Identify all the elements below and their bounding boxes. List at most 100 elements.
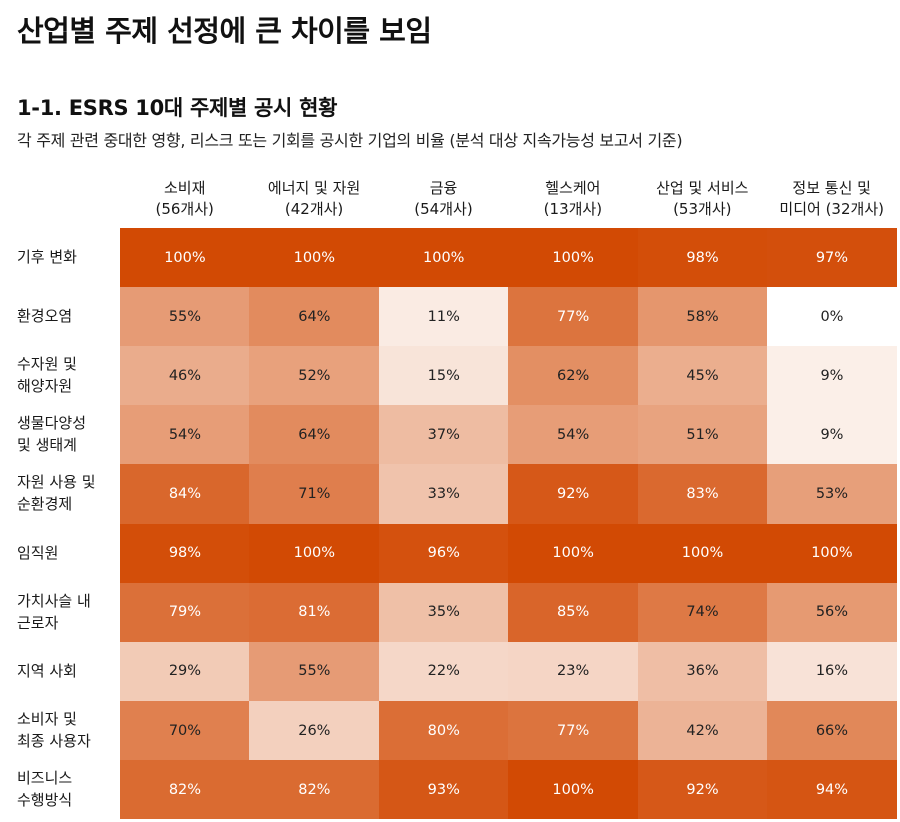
heatmap-cell: 37% bbox=[378, 405, 509, 465]
heatmap-cell: 100% bbox=[508, 759, 639, 820]
cell-value: 100% bbox=[164, 249, 206, 266]
cell-value: 29% bbox=[168, 663, 202, 680]
heatmap-cell: 81% bbox=[249, 582, 380, 643]
cell-value: 84% bbox=[168, 486, 202, 503]
row-label-line: 지역 사회 bbox=[17, 661, 77, 680]
heatmap-cell: 35% bbox=[378, 582, 509, 643]
cell-value: 70% bbox=[168, 722, 202, 739]
heatmap-cell: 100% bbox=[249, 523, 380, 584]
cell-value: 100% bbox=[552, 545, 594, 562]
heatmap-cell: 51% bbox=[637, 405, 768, 465]
cell-value: 74% bbox=[686, 604, 719, 621]
row-label-line: 환경오염 bbox=[17, 307, 73, 326]
heatmap-cell: 53% bbox=[767, 464, 897, 524]
cell-value: 11% bbox=[427, 308, 460, 325]
heatmap-cell: 33% bbox=[378, 464, 509, 524]
heatmap-cell: 100% bbox=[508, 523, 639, 584]
column-header: 소비재 (56개사) bbox=[120, 178, 249, 220]
cell-value: 98% bbox=[686, 249, 719, 266]
row-label-line: 순환경제 bbox=[17, 495, 73, 514]
row-label: 가치사슬 내 근로자 bbox=[17, 583, 117, 641]
cell-value: 53% bbox=[815, 486, 849, 503]
cell-value: 52% bbox=[298, 367, 331, 384]
heatmap-cell: 64% bbox=[249, 287, 380, 347]
cell-value: 64% bbox=[298, 308, 331, 325]
row-label: 자원 사용 및 순환경제 bbox=[17, 464, 117, 522]
heatmap-cell: 56% bbox=[767, 582, 897, 643]
cell-value: 71% bbox=[298, 486, 331, 503]
cell-value: 100% bbox=[293, 249, 336, 266]
heatmap-cell: 29% bbox=[120, 641, 250, 702]
cell-value: 42% bbox=[686, 722, 719, 739]
row-label-line: 수행방식 bbox=[17, 790, 73, 809]
cell-value: 15% bbox=[427, 367, 460, 384]
cell-value: 93% bbox=[427, 781, 460, 798]
cell-value: 33% bbox=[427, 486, 460, 503]
heatmap-cell: 45% bbox=[637, 346, 768, 406]
cell-value: 9% bbox=[820, 367, 844, 384]
heatmap-cell: 82% bbox=[249, 759, 380, 820]
heatmap-cell: 98% bbox=[120, 523, 250, 584]
row-label-line: 최종 사용자 bbox=[17, 731, 91, 750]
heatmap-cell: 36% bbox=[637, 641, 768, 702]
cell-value: 100% bbox=[552, 249, 594, 266]
heatmap-cell: 82% bbox=[120, 759, 250, 820]
column-header-name: 소비재 bbox=[163, 179, 206, 197]
cell-value: 55% bbox=[298, 663, 331, 680]
cell-value: 100% bbox=[811, 545, 853, 562]
row-label-line: 기후 변화 bbox=[17, 248, 77, 266]
heatmap-cell: 83% bbox=[637, 464, 768, 524]
heatmap-cell: 70% bbox=[120, 700, 250, 761]
cell-value: 92% bbox=[557, 486, 590, 503]
cell-value: 62% bbox=[557, 367, 590, 384]
heatmap-cell: 11% bbox=[378, 287, 509, 347]
cell-value: 37% bbox=[427, 427, 460, 444]
column-header-count: (54개사) bbox=[414, 200, 473, 218]
cell-value: 85% bbox=[557, 604, 590, 621]
row-label: 기후 변화 bbox=[17, 228, 117, 286]
cell-value: 54% bbox=[168, 427, 202, 444]
column-header: 에너지 및 자원 (42개사) bbox=[249, 178, 378, 220]
heatmap-cell: 100% bbox=[378, 228, 509, 288]
heatmap-cell: 100% bbox=[249, 228, 380, 288]
heatmap-cell: 97% bbox=[767, 228, 897, 288]
heatmap-cell: 58% bbox=[637, 287, 768, 347]
column-header-name: 금융 bbox=[429, 179, 458, 197]
row-label-line: 임직원 bbox=[17, 543, 59, 562]
cell-value: 77% bbox=[557, 308, 590, 325]
heatmap-cell: 92% bbox=[508, 464, 639, 524]
heatmap-cell: 9% bbox=[767, 405, 897, 465]
cell-value: 26% bbox=[298, 722, 331, 739]
heatmap-cell: 80% bbox=[378, 700, 509, 761]
chart-subtitle: 각 주제 관련 중대한 영향, 리스크 또는 기회를 공시한 기업의 비율 (분… bbox=[17, 131, 683, 150]
heatmap-cell: 46% bbox=[120, 346, 250, 406]
cell-value: 77% bbox=[557, 722, 590, 739]
column-header-name: 산업 및 서비스 bbox=[656, 179, 749, 197]
row-label: 환경오염 bbox=[17, 287, 117, 345]
column-header-count: (42개사) bbox=[284, 200, 344, 218]
row-label-line: 가치사슬 내 bbox=[17, 591, 91, 610]
heatmap-cell: 9% bbox=[767, 346, 897, 406]
heatmap-cell: 64% bbox=[249, 405, 380, 465]
cell-value: 66% bbox=[815, 722, 849, 739]
page-title: 산업별 주제 선정에 큰 차이를 보임 bbox=[17, 14, 432, 48]
heatmap-cell: 62% bbox=[508, 346, 639, 406]
row-label-line: 비즈니스 bbox=[17, 768, 73, 787]
cell-value: 64% bbox=[298, 427, 331, 444]
cell-value: 100% bbox=[293, 545, 336, 562]
cell-value: 16% bbox=[815, 663, 849, 680]
cell-value: 100% bbox=[681, 545, 724, 562]
column-header-count: (13개사) bbox=[543, 200, 603, 218]
heatmap-cell: 74% bbox=[637, 582, 768, 643]
cell-value: 100% bbox=[423, 249, 465, 266]
heatmap-cell: 92% bbox=[637, 759, 768, 820]
heatmap-cell: 96% bbox=[378, 523, 509, 584]
cell-value: 23% bbox=[557, 663, 590, 680]
column-header-name: 에너지 및 자원 bbox=[267, 179, 361, 197]
row-label-line: 해양자원 bbox=[17, 377, 73, 396]
heatmap-cell: 100% bbox=[637, 523, 768, 584]
cell-value: 55% bbox=[168, 308, 202, 325]
heatmap-cell: 55% bbox=[120, 287, 250, 347]
row-label: 임직원 bbox=[17, 524, 117, 582]
